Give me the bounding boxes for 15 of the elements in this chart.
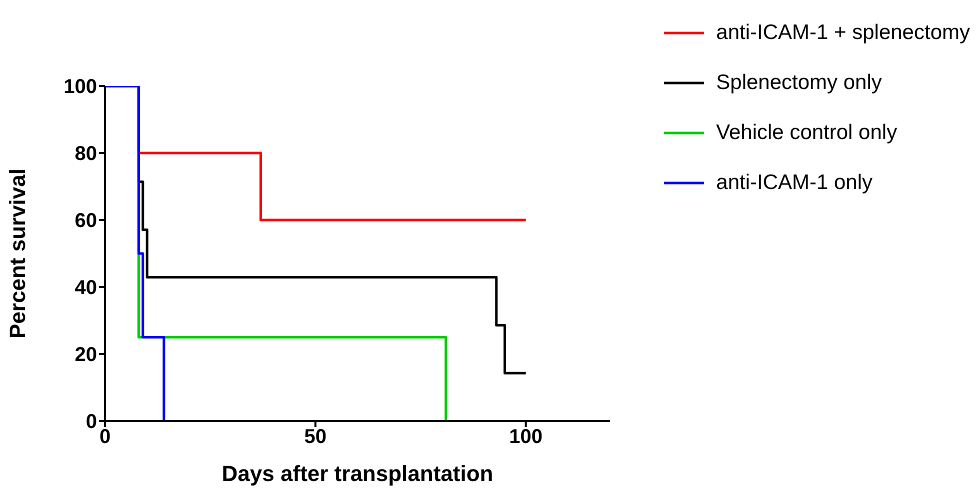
x-tick-label: 100 (509, 426, 543, 448)
y-tick-label: 20 (74, 344, 97, 366)
y-tick-label: 100 (64, 76, 97, 98)
legend-label: Splenectomy only (716, 71, 882, 95)
y-tick-label: 0 (86, 411, 97, 434)
legend-label: anti-ICAM-1 only (716, 171, 873, 195)
legend-label: anti-ICAM-1 + splenectomy (716, 21, 970, 45)
y-tick-label: 60 (74, 210, 97, 232)
y-tick-label: 40 (74, 277, 97, 300)
x-tick-label: 50 (304, 426, 327, 448)
y-tick-label: 80 (74, 143, 97, 166)
legend-label: Vehicle control only (716, 121, 898, 145)
x-tick-label: 0 (99, 426, 111, 448)
x-axis-title: Days after transplantation (222, 461, 494, 486)
y-axis-title: Percent survival (4, 168, 30, 338)
